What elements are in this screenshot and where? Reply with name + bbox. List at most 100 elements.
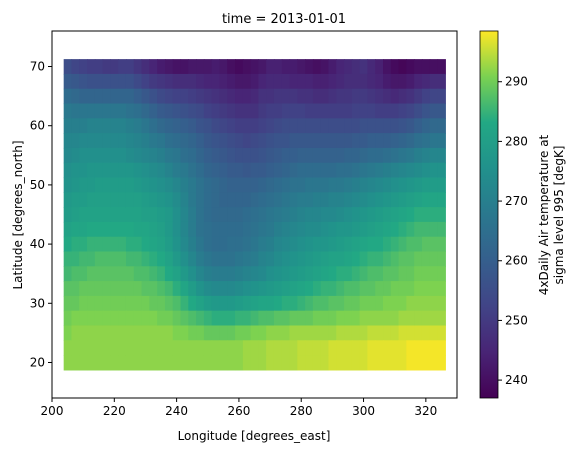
heatmap-cell [290, 237, 298, 252]
heatmap-cell [243, 104, 251, 119]
heatmap-cell [321, 89, 329, 104]
heatmap-cell [243, 59, 251, 74]
heatmap-cell [352, 163, 360, 178]
heatmap-cell [103, 340, 111, 355]
heatmap-cell [305, 59, 313, 74]
heatmap-cell [383, 133, 391, 148]
heatmap-cell [204, 296, 212, 311]
heatmap-cell [243, 252, 251, 267]
heatmap-cell [367, 237, 375, 252]
heatmap-cell [95, 104, 103, 119]
heatmap-cell [110, 178, 118, 193]
heatmap-cell [196, 296, 204, 311]
heatmap-cell [87, 325, 95, 340]
heatmap-cell [64, 207, 72, 222]
heatmap-cell [352, 281, 360, 296]
heatmap-cell [360, 163, 368, 178]
heatmap-cell [274, 340, 282, 355]
heatmap-cell [313, 163, 321, 178]
heatmap-cell [406, 252, 414, 267]
heatmap-cell [258, 148, 266, 163]
heatmap-cell [290, 163, 298, 178]
heatmap-cell [87, 118, 95, 133]
heatmap-cell [126, 222, 134, 237]
heatmap-cell [204, 311, 212, 326]
heatmap-cell [383, 163, 391, 178]
heatmap-cell [134, 207, 142, 222]
heatmap-cell [251, 355, 259, 370]
heatmap-cell [64, 311, 72, 326]
heatmap-cell [243, 74, 251, 89]
colorbar-tick-label: 240 [505, 373, 528, 387]
heatmap-cell [360, 237, 368, 252]
heatmap-cell [305, 355, 313, 370]
heatmap-cell [430, 222, 438, 237]
heatmap-cell [321, 133, 329, 148]
heatmap-cell [297, 192, 305, 207]
heatmap-cell [290, 340, 298, 355]
heatmap-cell [110, 104, 118, 119]
heatmap-cell [87, 237, 95, 252]
heatmap-cell [290, 252, 298, 267]
heatmap-cell [328, 104, 336, 119]
heatmap-cell [258, 340, 266, 355]
colorbar-tick-label: 270 [505, 194, 528, 208]
heatmap-cell [235, 237, 243, 252]
heatmap-cell [282, 192, 290, 207]
heatmap-cell [422, 118, 430, 133]
heatmap-cell [235, 266, 243, 281]
heatmap-cell [297, 252, 305, 267]
heatmap-cell [282, 59, 290, 74]
heatmap-cell [87, 311, 95, 326]
heatmap-cell [352, 148, 360, 163]
heatmap-cell [149, 281, 157, 296]
heatmap-cell [165, 340, 173, 355]
heatmap-cell [391, 340, 399, 355]
y-axis-label: Latitude [degrees_north] [11, 140, 25, 289]
heatmap-cell [212, 355, 220, 370]
heatmap-cell [274, 207, 282, 222]
heatmap-cell [110, 133, 118, 148]
heatmap-cell [118, 133, 126, 148]
heatmap-cell [352, 74, 360, 89]
heatmap-cell [375, 252, 383, 267]
heatmap-cell [290, 207, 298, 222]
heatmap-cell [383, 281, 391, 296]
heatmap-cell [173, 89, 181, 104]
heatmap-cell [227, 192, 235, 207]
heatmap-cell [204, 178, 212, 193]
heatmap-cell [181, 163, 189, 178]
heatmap-cell [321, 281, 329, 296]
heatmap-cell [336, 104, 344, 119]
heatmap-cell [305, 192, 313, 207]
heatmap-cell [422, 207, 430, 222]
heatmap-cell [126, 59, 134, 74]
heatmap-cell [258, 59, 266, 74]
heatmap-cell [344, 340, 352, 355]
heatmap-cell [282, 266, 290, 281]
heatmap-cell [157, 163, 165, 178]
heatmap-cell [165, 325, 173, 340]
heatmap-cell [383, 89, 391, 104]
heatmap-cell [204, 118, 212, 133]
heatmap-cell [134, 266, 142, 281]
heatmap-cell [110, 237, 118, 252]
heatmap-cell [79, 59, 87, 74]
heatmap-cell [305, 266, 313, 281]
heatmap-cell [266, 118, 274, 133]
heatmap-cell [438, 192, 446, 207]
heatmap-cell [305, 148, 313, 163]
heatmap-cell [79, 222, 87, 237]
heatmap-cell [181, 148, 189, 163]
heatmap-cell [165, 163, 173, 178]
heatmap-cell [391, 266, 399, 281]
heatmap-cell [157, 266, 165, 281]
heatmap-cell [142, 133, 150, 148]
heatmap-cell [375, 118, 383, 133]
heatmap-cell [219, 178, 227, 193]
heatmap-cell [196, 118, 204, 133]
heatmap-cell [204, 104, 212, 119]
heatmap-cell [126, 311, 134, 326]
heatmap-cell [142, 355, 150, 370]
heatmap-cell [328, 311, 336, 326]
